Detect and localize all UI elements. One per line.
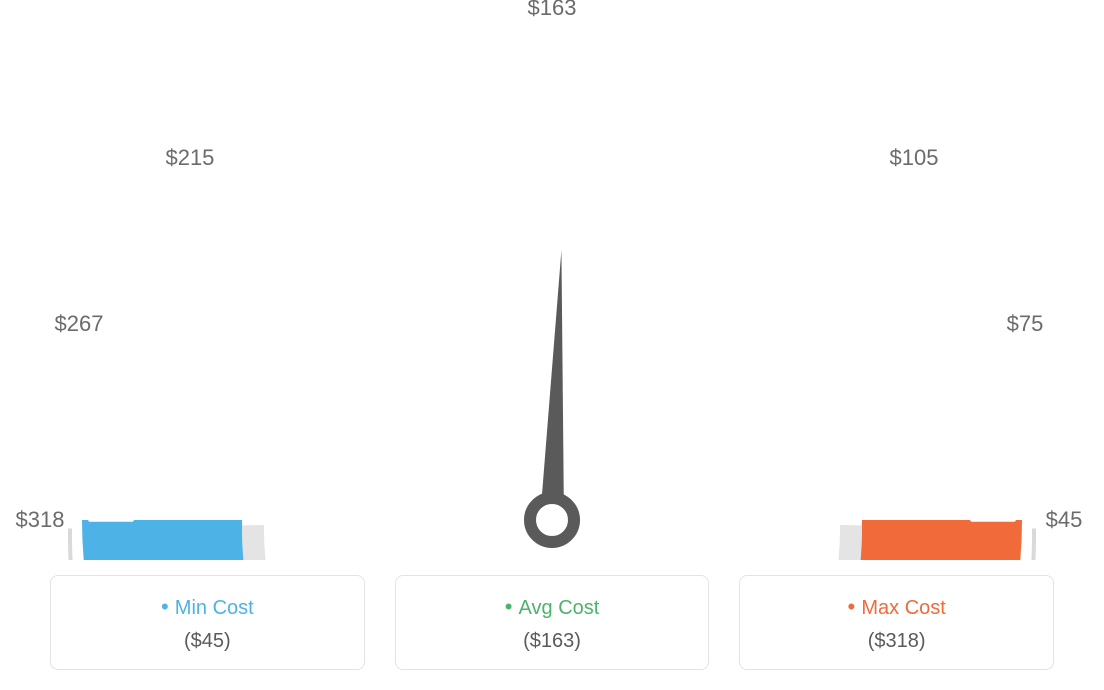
legend-card-max: Max Cost ($318): [739, 575, 1054, 670]
gauge-scale-label: $45: [1046, 507, 1083, 533]
gauge-chart: $45 $75 $105 $163 $215 $267 $318: [0, 0, 1104, 560]
gauge-scale-label: $267: [54, 311, 103, 337]
legend-card-avg: Avg Cost ($163): [395, 575, 710, 670]
legend-title-min: Min Cost: [61, 594, 354, 620]
legend-title-avg: Avg Cost: [406, 594, 699, 620]
legend-value-min: ($45): [61, 630, 354, 653]
gauge-scale-label: $318: [16, 507, 65, 533]
gauge-svg: [0, 0, 1104, 560]
legend-value-max: ($318): [750, 630, 1043, 653]
gauge-scale-label: $215: [165, 145, 214, 171]
gauge-scale-label: $163: [528, 0, 577, 21]
gauge-scale-label: $105: [890, 145, 939, 171]
legend-title-max: Max Cost: [750, 594, 1043, 620]
legend-row: Min Cost ($45) Avg Cost ($163) Max Cost …: [50, 575, 1054, 670]
legend-value-avg: ($163): [406, 630, 699, 653]
gauge-scale-label: $75: [1007, 311, 1044, 337]
legend-card-min: Min Cost ($45): [50, 575, 365, 670]
